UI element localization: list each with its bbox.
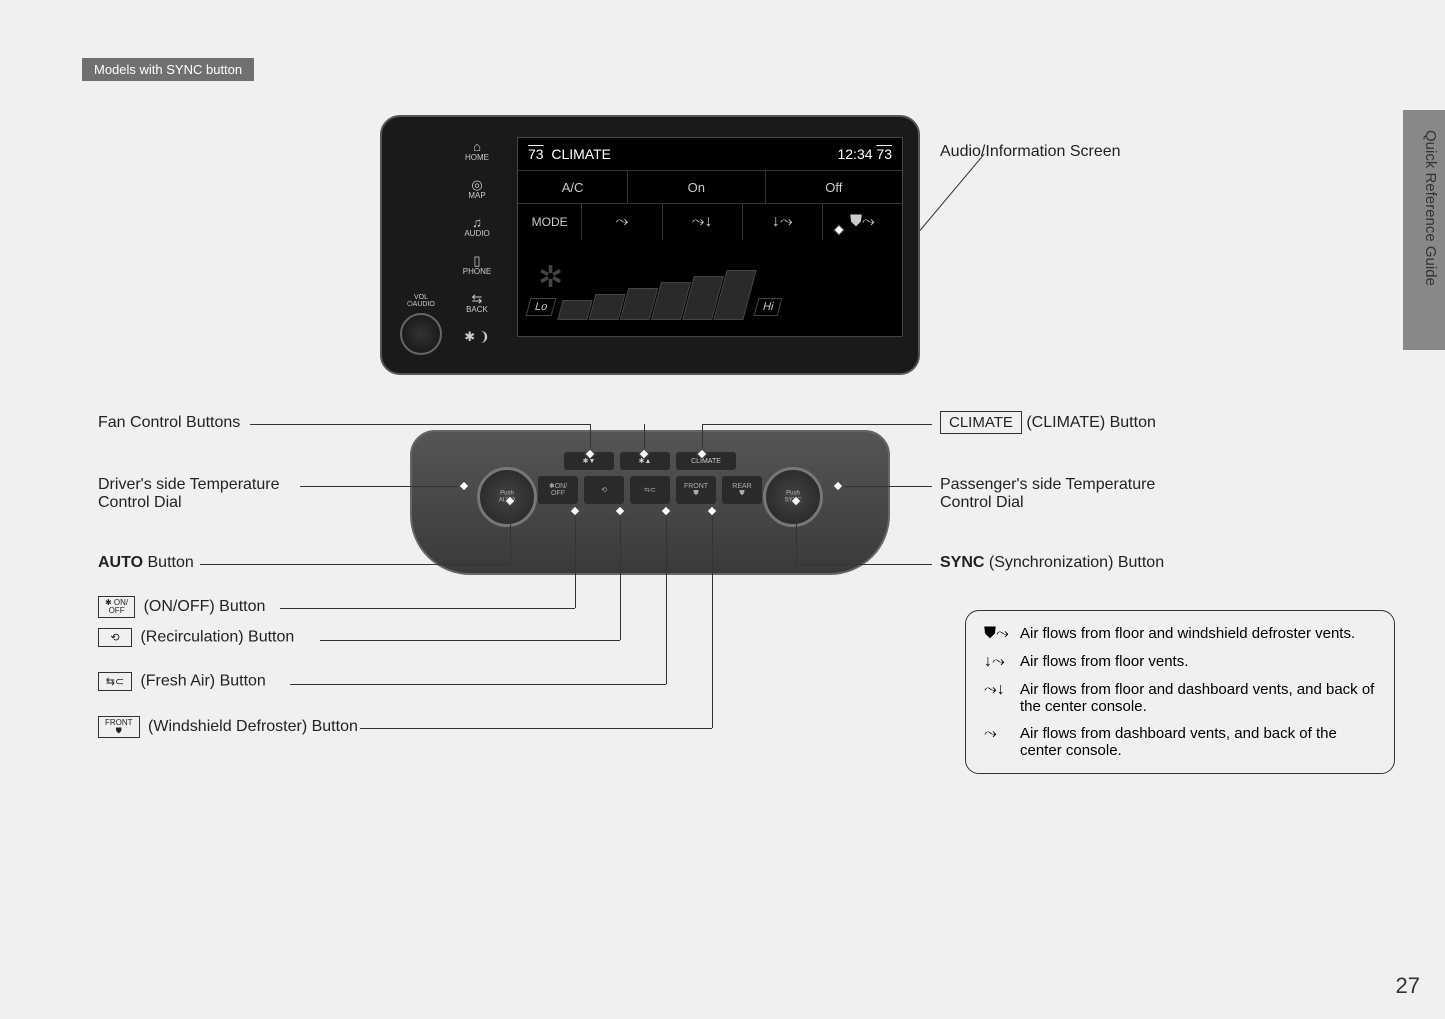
fan-lo: Lo <box>526 298 557 316</box>
vol-knob <box>400 313 442 355</box>
audio-info-screen-unit: ⌂HOME ◎MAP ♫AUDIO ▯PHONE ⇆BACK ✱ ❩ VOL ⏻… <box>380 115 920 375</box>
legend-icon-1: ⛊⤳ <box>984 625 1020 643</box>
menu-brightness: ✱ ❩ <box>457 330 497 343</box>
mode-icon-3: ↓⤳ <box>742 204 822 240</box>
callout-wind-def: FRONT ⛊ (Windshield Defroster) Button <box>98 716 358 738</box>
ac-label: A/C <box>518 171 627 203</box>
front-defrost-button: FRONT ⛊ <box>676 476 716 504</box>
climate-panel: Push AUTO Push SYNC ✱▼ ✱▲ CLIMATE ✱ON/ O… <box>410 430 890 575</box>
callout-climate-button: CLIMATE (CLIMATE) Button <box>940 414 1156 432</box>
menu-audio: ♫AUDIO <box>457 216 497 238</box>
mode-icon-4: ⛊⤳ <box>822 204 902 240</box>
vol-label: VOL ⏻AUDIO <box>396 294 446 309</box>
mode-icon-2: ⤳↓ <box>662 204 742 240</box>
header-tag: Models with SYNC button <box>82 58 254 81</box>
fan-speed-area: ✲ Lo Hi <box>518 240 902 330</box>
callout-audio-screen: Audio/Information Screen <box>940 143 1121 161</box>
airflow-legend: ⛊⤳Air flows from floor and windshield de… <box>965 610 1395 774</box>
fresh-air-button: ⇆⊂ <box>630 476 670 504</box>
callout-auto: AUTO Button <box>98 554 194 572</box>
menu-map: ◎MAP <box>457 178 497 200</box>
fan-hi: Hi <box>754 298 783 316</box>
callout-sync: SYNC (Synchronization) Button <box>940 554 1164 572</box>
callout-fan-control: Fan Control Buttons <box>98 414 240 432</box>
legend-icon-2: ↓⤳ <box>984 653 1020 671</box>
climate-display: 73 CLIMATE 12:34 73 A/C On Off MODE ⤳ ⤳↓… <box>517 137 903 337</box>
callout-recirc: ⟲ (Recirculation) Button <box>98 628 294 647</box>
mode-label: MODE <box>518 204 581 240</box>
fan-icon: ✲ <box>538 260 563 295</box>
menu-phone: ▯PHONE <box>457 254 497 276</box>
callout-onoff: ✱ ON/ OFF (ON/OFF) Button <box>98 596 265 618</box>
onoff-button: ✱ON/ OFF <box>538 476 578 504</box>
menu-back: ⇆BACK <box>457 292 497 314</box>
legend-icon-4: ⤳ <box>984 725 1020 743</box>
legend-text-2: Air flows from floor vents. <box>1020 653 1188 670</box>
legend-icon-3: ⤳↓ <box>984 681 1020 699</box>
mode-icon-1: ⤳ <box>581 204 661 240</box>
rear-defrost-button: REAR ⛊ <box>722 476 762 504</box>
page-number: 27 <box>1396 973 1420 999</box>
callout-fresh: ⇆⊂ (Fresh Air) Button <box>98 672 266 691</box>
callout-passenger-temp: Passenger's side Temperature Control Dia… <box>940 476 1190 512</box>
recirc-button: ⟲ <box>584 476 624 504</box>
callout-driver-temp: Driver's side Temperature Control Dial <box>98 476 308 512</box>
legend-text-1: Air flows from floor and windshield defr… <box>1020 625 1355 642</box>
menu-home: ⌂HOME <box>457 140 497 162</box>
ac-off: Off <box>765 171 902 203</box>
side-tab-text: Quick Reference Guide <box>1422 130 1439 286</box>
ac-on: On <box>627 171 764 203</box>
legend-text-3: Air flows from floor and dashboard vents… <box>1020 681 1376 715</box>
legend-text-4: Air flows from dashboard vents, and back… <box>1020 725 1376 759</box>
